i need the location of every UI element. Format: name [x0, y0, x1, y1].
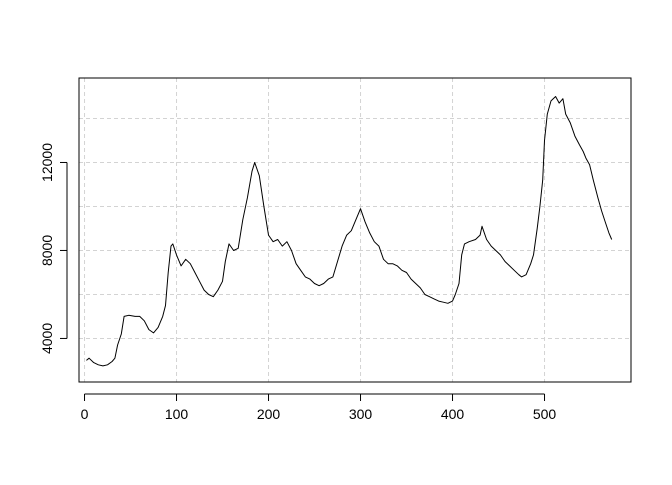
x-tick-label-5: 500 [533, 406, 557, 422]
x-tick-label-2: 200 [257, 406, 281, 422]
y-tick-label-1: 8000 [39, 235, 55, 266]
y-tick-label-0: 4000 [39, 323, 55, 354]
series-line-group [86, 96, 613, 367]
x-tick-label-0: 0 [81, 406, 89, 422]
series-line-0 [86, 96, 613, 367]
grid-lines [79, 78, 631, 382]
x-tick-label-4: 400 [441, 406, 465, 422]
plot-frame [78, 77, 632, 383]
y-tick-label-2: 12000 [39, 143, 55, 182]
x-tick-label-3: 300 [349, 406, 373, 422]
axes: 0 100 200 300 400 500 4000 8000 12000 [39, 143, 556, 422]
x-tick-label-1: 100 [165, 406, 189, 422]
